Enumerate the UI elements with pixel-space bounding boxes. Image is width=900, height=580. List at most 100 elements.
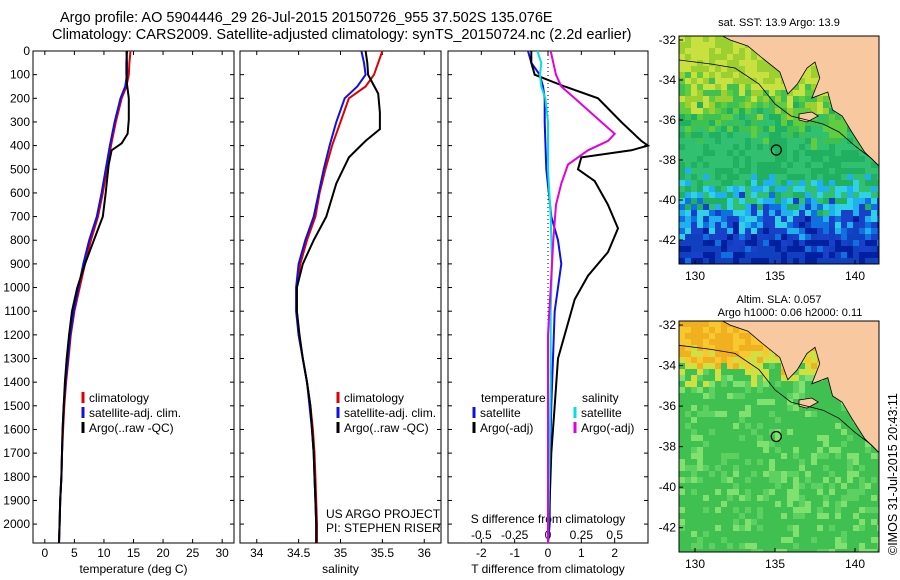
- y-tick-label: 600: [10, 186, 30, 200]
- imos-stamp: ©IMOS 31-Jul-2015 20:43:11: [886, 393, 900, 555]
- s-tick-label: -0.5: [471, 528, 492, 542]
- y-tick-label: 700: [10, 210, 30, 224]
- map-1-field: [679, 36, 879, 264]
- x-axis-label: temperature (deg C): [79, 562, 187, 576]
- x-tick-label: 20: [156, 546, 170, 560]
- map-2-land: [721, 321, 879, 454]
- y-tick-label: 400: [10, 139, 30, 153]
- s-tick-label: -0.25: [501, 528, 529, 542]
- map-x-tick-label: 140: [845, 557, 865, 571]
- sal-legend-label: Argo(..raw -QC): [344, 421, 429, 435]
- pi-label: PI: STEPHEN RISER: [326, 521, 441, 535]
- y-tick-label: 500: [10, 162, 30, 176]
- map-y-tick-label: -34: [659, 359, 677, 373]
- map-1-shelf-contour: [679, 59, 879, 167]
- y-tick-label: 1700: [3, 446, 30, 460]
- sal-series-argo: [295, 50, 381, 543]
- map-x-tick-label: 140: [845, 269, 865, 283]
- y-tick-label: 100: [10, 68, 30, 82]
- sal-legend-label: climatology: [344, 391, 404, 405]
- x-tick-label: 10: [97, 546, 111, 560]
- x-tick-label: 1: [578, 546, 585, 560]
- temp-series-argo: [58, 50, 130, 544]
- map-y-tick-label: -36: [659, 113, 677, 127]
- temp-series-satellite: [58, 50, 128, 544]
- sdiff-legend-label: Argo(-adj): [581, 421, 634, 435]
- temp-legend-label: satellite-adj. clim.: [89, 406, 181, 420]
- y-tick-label: 1100: [4, 304, 30, 318]
- project-label: US ARGO PROJECT: [326, 507, 441, 521]
- map-x-tick-label: 130: [685, 269, 705, 283]
- x-tick-label: 15: [127, 546, 141, 560]
- x-tick-label: 0: [545, 546, 552, 560]
- x-axis-label: salinity: [322, 562, 359, 576]
- map-2-field: [679, 321, 879, 552]
- map-y-tick-label: -32: [659, 33, 677, 47]
- temp-series-climatology: [58, 50, 132, 544]
- map-x-tick-label: 130: [685, 557, 705, 571]
- x-tick-label: 5: [71, 546, 78, 560]
- map-2-frame: [678, 320, 880, 553]
- sla-map-subtitle: Argo h1000: 0.06 h2000: 0.11: [718, 307, 863, 319]
- s-tick-label: 0.25: [570, 528, 594, 542]
- y-tick-label: 900: [10, 257, 30, 271]
- map-y-tick-label: -42: [659, 521, 677, 535]
- figure-title: Argo profile: AO 5904446_29 26-Jul-2015 …: [60, 10, 553, 26]
- map-x-tick-label: 135: [765, 557, 785, 571]
- x-tick-label: 2: [611, 546, 618, 560]
- sla-map-title: Altim. SLA: 0.057: [737, 294, 822, 306]
- map-y-tick-label: -34: [659, 73, 677, 87]
- y-tick-label: 1600: [3, 422, 30, 436]
- sdiff-series-satellite: [536, 50, 554, 544]
- sst-map-title: sat. SST: 13.9 Argo: 13.9: [718, 17, 840, 29]
- temp-legend-label: Argo(..raw -QC): [89, 421, 174, 435]
- y-tick-label: 800: [10, 233, 30, 247]
- y-tick-label: 1500: [3, 399, 30, 413]
- sdiff-series-argo: [547, 50, 617, 543]
- sal-legend-label: satellite-adj. clim.: [344, 406, 436, 420]
- map-y-tick-label: -36: [659, 399, 677, 413]
- tdiff-series-satellite: [527, 50, 563, 544]
- tdiff-legend-title: temperature: [481, 391, 546, 405]
- x-tick-label: -1: [509, 546, 520, 560]
- x-tick-label: 0: [41, 546, 48, 560]
- map-2-shelf-contour: [679, 344, 879, 453]
- map-y-tick-label: -40: [659, 480, 677, 494]
- sal-series-satellite: [295, 50, 367, 543]
- map-y-tick-label: -40: [659, 193, 677, 207]
- map-y-tick-label: -42: [659, 233, 677, 247]
- figure-subtitle: Climatology: CARS2009. Satellite-adjuste…: [52, 27, 632, 43]
- argo-position-marker: [770, 430, 782, 443]
- x-axis-label: T difference from climatology: [471, 562, 625, 576]
- x-tick-label: 36: [418, 546, 432, 560]
- x-tick-label: 35: [334, 546, 348, 560]
- map-y-tick-label: -38: [659, 153, 677, 167]
- y-tick-label: 1900: [3, 493, 30, 507]
- map-x-tick-label: 135: [765, 269, 785, 283]
- map-1-frame: [678, 35, 880, 265]
- s-tick-label: 0.5: [606, 528, 623, 542]
- y-tick-label: 200: [10, 91, 30, 105]
- y-tick-label: 1000: [3, 281, 30, 295]
- y-tick-label: 0: [23, 44, 30, 58]
- y-tick-label: 2000: [3, 517, 30, 531]
- sal-series-climatology: [295, 50, 384, 543]
- tdiff-legend-label: Argo(-adj): [480, 421, 533, 435]
- y-tick-label: 300: [10, 115, 30, 129]
- temp-legend-label: climatology: [89, 391, 149, 405]
- x-tick-label: 25: [186, 546, 200, 560]
- x-tick-label: 30: [215, 546, 229, 560]
- plot-frame: [32, 50, 235, 544]
- sdiff-legend-title: salinity: [582, 391, 619, 405]
- x-tick-label: -2: [476, 546, 487, 560]
- x-tick-label: 34: [250, 546, 264, 560]
- tdiff-series-argo: [530, 51, 651, 544]
- argo-position-marker: [770, 144, 782, 156]
- x-tick-label: 35.5: [371, 546, 395, 560]
- x-tick-label: 34.5: [287, 546, 311, 560]
- map-1-land: [721, 36, 879, 167]
- sdiff-legend-label: satellite: [581, 406, 622, 420]
- map-y-tick-label: -32: [659, 318, 677, 332]
- y-tick-label: 1400: [3, 375, 30, 389]
